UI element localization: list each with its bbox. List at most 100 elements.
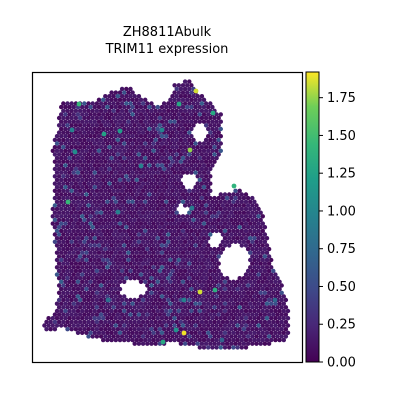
tissue-spot — [130, 185, 135, 190]
tissue-spot — [203, 195, 209, 201]
tissue-spot — [50, 323, 55, 328]
tissue-spot — [61, 261, 66, 266]
tissue-spot — [201, 250, 207, 255]
tissue-spot — [185, 272, 190, 277]
tissue-spot — [77, 246, 83, 252]
tissue-spot — [88, 119, 93, 124]
tissue-spot — [235, 228, 240, 234]
tissue-spot — [82, 123, 87, 128]
tissue-spot — [138, 185, 144, 190]
tissue-spot — [235, 286, 240, 292]
tissue-spot — [109, 272, 114, 277]
tissue-spot — [52, 239, 58, 244]
tissue-spot — [111, 297, 116, 303]
tissue-spot — [132, 195, 137, 201]
tissue-spot — [262, 341, 268, 346]
tissue-spot — [157, 319, 163, 325]
tissue-spot — [77, 276, 83, 281]
tissue-spot — [69, 225, 74, 230]
tissue-spot — [189, 316, 194, 321]
tissue-spot — [115, 276, 121, 281]
tissue-spot — [67, 163, 72, 168]
tissue-spot — [170, 166, 175, 172]
tissue-spot — [105, 104, 110, 110]
tissue-spot — [201, 323, 207, 328]
tissue-spot — [71, 301, 77, 306]
tissue-spot — [283, 334, 289, 339]
tissue-spot — [189, 236, 194, 241]
tissue-spot — [59, 323, 64, 328]
tissue-spot — [193, 236, 198, 241]
tissue-spot — [157, 268, 163, 274]
tissue-spot — [250, 297, 255, 303]
tissue-spot — [229, 341, 234, 346]
tissue-spot — [69, 232, 74, 237]
tissue-spot — [222, 294, 228, 299]
tissue-spot — [107, 334, 112, 339]
tissue-spot — [138, 250, 144, 255]
tissue-spot — [260, 301, 265, 306]
tissue-spot — [203, 174, 209, 179]
tissue-spot — [149, 195, 154, 201]
tissue-spot — [203, 341, 209, 346]
tissue-spot — [271, 283, 276, 288]
tissue-spot — [109, 236, 114, 241]
tissue-spot — [168, 243, 173, 248]
tissue-spot — [180, 214, 186, 219]
tissue-spot — [245, 195, 251, 201]
tissue-spot — [65, 290, 70, 295]
tissue-spot — [77, 319, 83, 325]
tissue-spot — [147, 250, 152, 255]
tissue-spot — [245, 217, 251, 223]
tissue-spot — [191, 334, 196, 339]
colorbar-tick-label: 0.00 — [327, 356, 356, 371]
tissue-spot — [212, 276, 217, 281]
tissue-spot — [140, 297, 146, 303]
tissue-spot — [210, 141, 215, 146]
tissue-spot — [176, 97, 181, 103]
tissue-spot — [216, 334, 221, 339]
tissue-spot — [147, 134, 152, 139]
tissue-spot — [199, 319, 205, 325]
tissue-spot — [199, 181, 205, 186]
tissue-spot — [266, 283, 272, 288]
tissue-spot — [155, 243, 160, 248]
tissue-spot — [69, 210, 74, 215]
tissue-spot — [113, 265, 119, 270]
tissue-spot — [86, 130, 91, 135]
tissue-spot — [105, 308, 110, 314]
tissue-spot — [182, 79, 188, 84]
tissue-spot — [218, 134, 223, 139]
tissue-spot — [178, 254, 184, 259]
tissue-spot — [44, 327, 49, 332]
tissue-spot — [147, 112, 152, 117]
tissue-spot — [159, 155, 165, 161]
tissue-spot — [180, 316, 186, 321]
tissue-spot — [155, 134, 160, 139]
tissue-spot — [59, 228, 64, 234]
tissue-spot — [203, 152, 209, 157]
tissue-spot — [172, 119, 177, 124]
tissue-spot — [124, 210, 129, 215]
tissue-spot — [71, 214, 77, 219]
tissue-spot — [86, 327, 91, 332]
tissue-spot — [224, 225, 230, 230]
tissue-spot — [46, 316, 51, 321]
tissue-spot — [180, 141, 186, 146]
tissue-spot — [222, 279, 228, 284]
highlight-spots — [65, 88, 278, 345]
tissue-spot — [161, 159, 167, 164]
tissue-spot — [176, 301, 181, 306]
tissue-spot — [67, 206, 72, 212]
tissue-spot — [54, 221, 60, 226]
tissue-spot — [61, 137, 66, 143]
tissue-spot — [147, 286, 152, 292]
tissue-spot — [229, 297, 234, 303]
tissue-spot — [107, 166, 112, 172]
tissue-spot — [128, 203, 133, 208]
tissue-spot — [185, 228, 190, 234]
tissue-spot — [174, 108, 179, 114]
expression-spot — [159, 127, 165, 133]
tissue-spot — [203, 123, 209, 128]
tissue-spot — [88, 236, 93, 241]
